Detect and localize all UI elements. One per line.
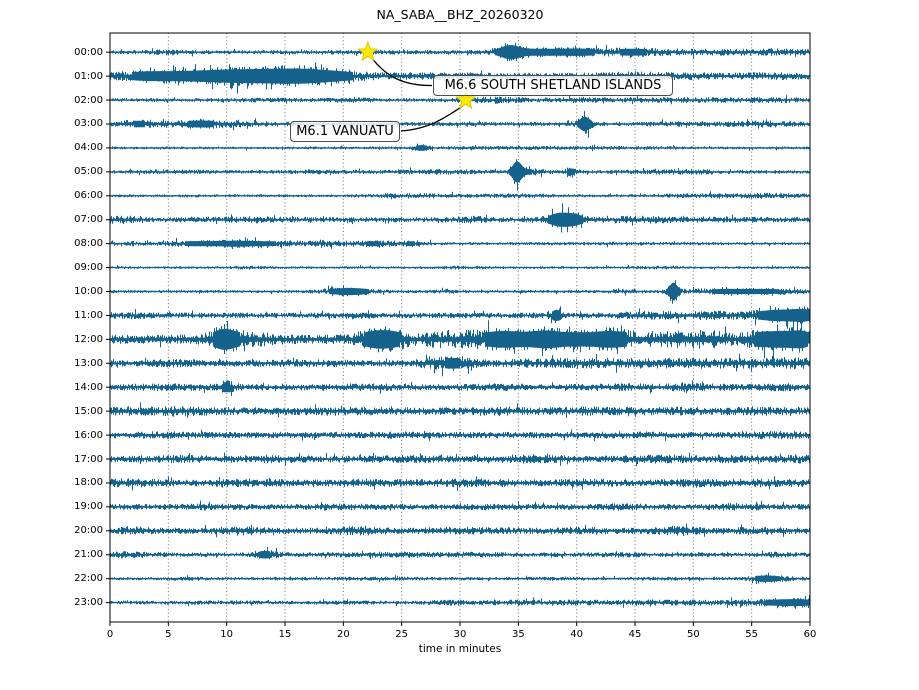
- y-tick-label: 23:00: [74, 597, 103, 609]
- trace-row-06:00: [110, 191, 810, 200]
- event-annotation-south-shetland: M6.6 SOUTH SHETLAND ISLANDS: [433, 75, 673, 96]
- event-star: [357, 41, 379, 62]
- y-tick-label: 17:00: [74, 453, 103, 465]
- trace-row-16:00: [110, 429, 810, 441]
- trace-row-19:00: [110, 500, 810, 511]
- x-tick-label: 30: [453, 629, 467, 640]
- annotation-arrow: [400, 105, 464, 132]
- y-tick-label: 16:00: [74, 429, 103, 441]
- y-tick-label: 22:00: [74, 573, 103, 585]
- x-tick-label: 0: [106, 629, 114, 640]
- y-tick-label: 03:00: [74, 118, 103, 130]
- y-tick-label: 08:00: [74, 238, 103, 250]
- x-axis-title: time in minutes: [418, 643, 502, 655]
- y-tick-label: 07:00: [74, 214, 103, 226]
- y-tick-label: 04:00: [74, 142, 103, 154]
- trace-row-05:00: [110, 159, 810, 191]
- trace-row-18:00: [110, 476, 810, 491]
- x-tick-label: 60: [803, 629, 817, 640]
- x-tick-label: 50: [686, 629, 700, 640]
- y-tick-label: 18:00: [74, 477, 103, 489]
- y-tick-label: 13:00: [74, 357, 103, 369]
- trace-row-03:00: [110, 111, 810, 138]
- event-star: [455, 88, 477, 110]
- y-tick-label: 10:00: [74, 286, 103, 297]
- y-tick-label: 14:00: [74, 381, 103, 393]
- x-tick-label: 40: [570, 629, 584, 640]
- y-tick-label: 05:00: [74, 166, 103, 178]
- y-tick-label: 02:00: [74, 94, 103, 106]
- x-tick-label: 35: [511, 629, 525, 640]
- x-tick-label: 55: [745, 629, 759, 640]
- y-tick-label: 21:00: [74, 549, 103, 561]
- traces: [110, 42, 810, 609]
- y-tick-label: 06:00: [74, 190, 103, 202]
- y-tick-label: 19:00: [74, 501, 103, 513]
- y-tick-label: 11:00: [74, 309, 103, 321]
- axis-ticks: [106, 51, 811, 626]
- y-tick-label: 12:00: [74, 333, 103, 345]
- x-tick-label: 10: [220, 629, 234, 640]
- x-tick-label: 20: [336, 629, 350, 640]
- trace-row-11:00: [110, 305, 810, 332]
- y-tick-label: 01:00: [74, 70, 103, 82]
- trace-row-22:00: [110, 572, 810, 585]
- annotation-arrow: [371, 57, 433, 87]
- trace-row-09:00: [110, 265, 810, 270]
- y-tick-label: 00:00: [74, 46, 103, 58]
- x-tick-label: 5: [165, 629, 172, 640]
- y-tick-label: 09:00: [74, 262, 103, 274]
- x-tick-label: 45: [628, 629, 642, 640]
- trace-row-21:00: [110, 547, 810, 560]
- page-title: NA_SABA__BHZ_20260320: [376, 7, 544, 22]
- event-annotation-vanuatu: M6.1 VANUATU: [290, 121, 400, 142]
- x-tick-label: 15: [278, 629, 292, 640]
- y-tick-label: 15:00: [74, 405, 103, 417]
- y-tick-label: 20:00: [74, 525, 103, 537]
- trace-row-23:00: [110, 595, 810, 609]
- trace-row-20:00: [110, 523, 810, 538]
- x-tick-label: 25: [395, 629, 409, 640]
